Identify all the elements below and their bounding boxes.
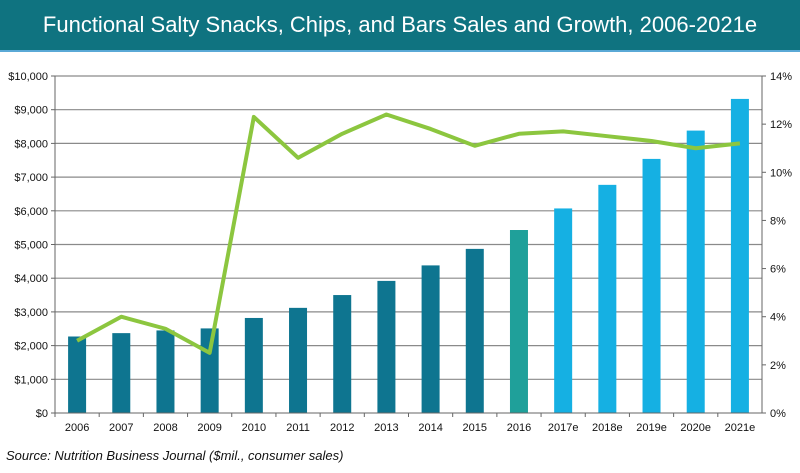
x-tick-label: 2008 <box>153 422 177 434</box>
bar-2016 <box>509 230 528 413</box>
bar-2008 <box>156 330 175 413</box>
left-tick-label: $7,000 <box>14 172 48 184</box>
bar-2006 <box>68 336 87 413</box>
x-tick-label: 2007 <box>109 422 133 434</box>
bar-2021e <box>730 98 749 413</box>
left-tick-label: $3,000 <box>14 307 48 319</box>
left-tick-label: $6,000 <box>14 206 48 218</box>
bar-2013 <box>377 280 396 413</box>
x-tick-label: 2019e <box>636 422 667 434</box>
source-note: Source: Nutrition Business Journal ($mil… <box>6 448 344 463</box>
right-tick-label: 14% <box>770 71 792 83</box>
left-tick-label: $9,000 <box>14 105 48 117</box>
bar-2009 <box>200 328 219 413</box>
x-tick-label: 2018e <box>592 422 623 434</box>
x-tick-label: 2010 <box>242 422 266 434</box>
bar-2020e <box>686 130 705 413</box>
x-tick-label: 2012 <box>330 422 354 434</box>
x-tick-label: 2013 <box>374 422 398 434</box>
bar-2007 <box>112 333 131 413</box>
bar-2014 <box>421 265 440 413</box>
right-tick-label: 8% <box>770 215 786 227</box>
bar-2017e <box>554 208 573 413</box>
x-tick-label: 2011 <box>286 422 310 434</box>
growth-line <box>76 112 741 355</box>
x-tick-label: 2016 <box>507 422 531 434</box>
right-tick-label: 2% <box>770 360 786 372</box>
x-tick-label: 2015 <box>463 422 487 434</box>
bar-2012 <box>333 295 352 413</box>
right-tick-label: 12% <box>770 119 792 131</box>
left-tick-label: $1,000 <box>14 374 48 386</box>
left-tick-label: $10,000 <box>8 71 48 83</box>
bar-2015 <box>465 248 484 413</box>
x-tick-label: 2006 <box>65 422 89 434</box>
x-tick-label: 2020e <box>680 422 711 434</box>
right-tick-label: 0% <box>770 408 786 420</box>
bar-2019e <box>642 158 661 413</box>
bar-2011 <box>289 307 308 413</box>
right-tick-label: 4% <box>770 312 786 324</box>
left-tick-label: $4,000 <box>14 273 48 285</box>
bar-2018e <box>598 184 617 413</box>
x-tick-label: 2014 <box>418 422 442 434</box>
bar-2010 <box>244 317 263 413</box>
x-tick-label: 2021e <box>725 422 756 434</box>
left-tick-label: $5,000 <box>14 240 48 252</box>
right-tick-label: 6% <box>770 264 786 276</box>
x-tick-label: 2009 <box>197 422 221 434</box>
left-tick-label: $8,000 <box>14 138 48 150</box>
chart-title: Functional Salty Snacks, Chips, and Bars… <box>42 12 758 37</box>
x-tick-label: 2017e <box>548 422 579 434</box>
left-tick-label: $0 <box>36 408 48 420</box>
title-banner: Functional Salty Snacks, Chips, and Bars… <box>0 0 800 52</box>
right-tick-label: 10% <box>770 167 792 179</box>
left-tick-label: $2,000 <box>14 341 48 353</box>
